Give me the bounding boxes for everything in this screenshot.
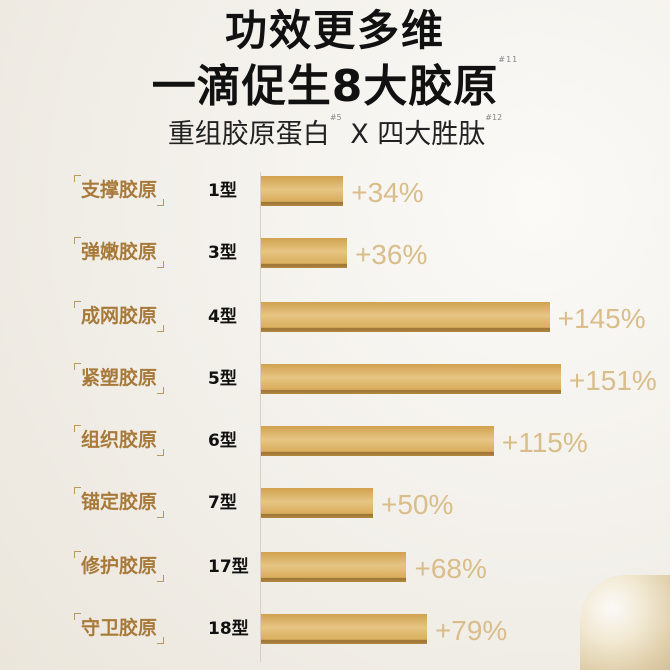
value-label: +68%: [414, 553, 487, 584]
serum-drop-image: [580, 575, 670, 670]
bar-row: 成网胶原 4型 +145%: [0, 300, 670, 340]
value-label: +151%: [568, 365, 657, 396]
bar: [261, 302, 550, 332]
value-label: +145%: [557, 303, 646, 334]
subtitle-b: 四大胜肽: [377, 119, 486, 150]
bar-row: 守卫胶原 18型 +79%: [0, 612, 670, 652]
bar-row: 锚定胶原 7型 +50%: [0, 486, 670, 526]
category-label: 支撑胶原: [74, 175, 165, 206]
bar: [261, 488, 373, 518]
bar: [261, 552, 407, 582]
title-line2-text: 一滴促生8大胶原: [151, 61, 499, 112]
subtitle: 重组胶原蛋白#5 X 四大胜肽#12: [0, 114, 670, 152]
category-label: 修护胶原: [74, 551, 165, 582]
footnote: #5: [329, 113, 342, 122]
footnote: #11: [498, 55, 519, 64]
bar-row: 紧塑胶原 5型 +151%: [0, 362, 670, 402]
category-label: 成网胶原: [74, 301, 165, 332]
bar-row: 组织胶原 6型 +115%: [0, 424, 670, 464]
value-label: +79%: [434, 615, 508, 646]
type-label: 5型: [208, 369, 237, 389]
bar-row: 修护胶原 17型 +68%: [0, 550, 670, 590]
type-label: 17型: [208, 557, 249, 577]
type-label: 6型: [208, 431, 237, 451]
bar: [261, 238, 347, 268]
bar: [261, 176, 344, 206]
type-label: 4型: [208, 307, 237, 327]
footnote: #12: [485, 113, 503, 122]
category-label: 组织胶原: [74, 425, 165, 456]
bar-row: 弹嫩胶原 3型 +36%: [0, 236, 670, 276]
value-label: +34%: [351, 177, 424, 208]
type-label: 3型: [208, 243, 237, 263]
subtitle-a: 重组胶原蛋白: [167, 119, 330, 150]
type-label: 18型: [208, 619, 249, 639]
title-line2: 一滴促生8大胶原#11: [0, 56, 670, 114]
category-label: 守卫胶原: [74, 613, 165, 644]
category-label: 弹嫩胶原: [74, 237, 165, 268]
category-label: 锚定胶原: [74, 487, 165, 518]
axis-line: [260, 172, 261, 662]
title-line1: 功效更多维: [224, 6, 445, 55]
bar: [261, 614, 427, 644]
value-label: +115%: [501, 427, 588, 458]
type-label: 1型: [208, 181, 237, 201]
value-label: +36%: [354, 239, 428, 270]
bar: [261, 426, 494, 456]
value-label: +50%: [381, 489, 454, 520]
bar-row: 支撑胶原 1型 +34%: [0, 174, 670, 214]
type-label: 7型: [208, 493, 237, 513]
subtitle-x: X: [350, 119, 369, 150]
bar: [261, 364, 561, 394]
category-label: 紧塑胶原: [74, 363, 165, 394]
